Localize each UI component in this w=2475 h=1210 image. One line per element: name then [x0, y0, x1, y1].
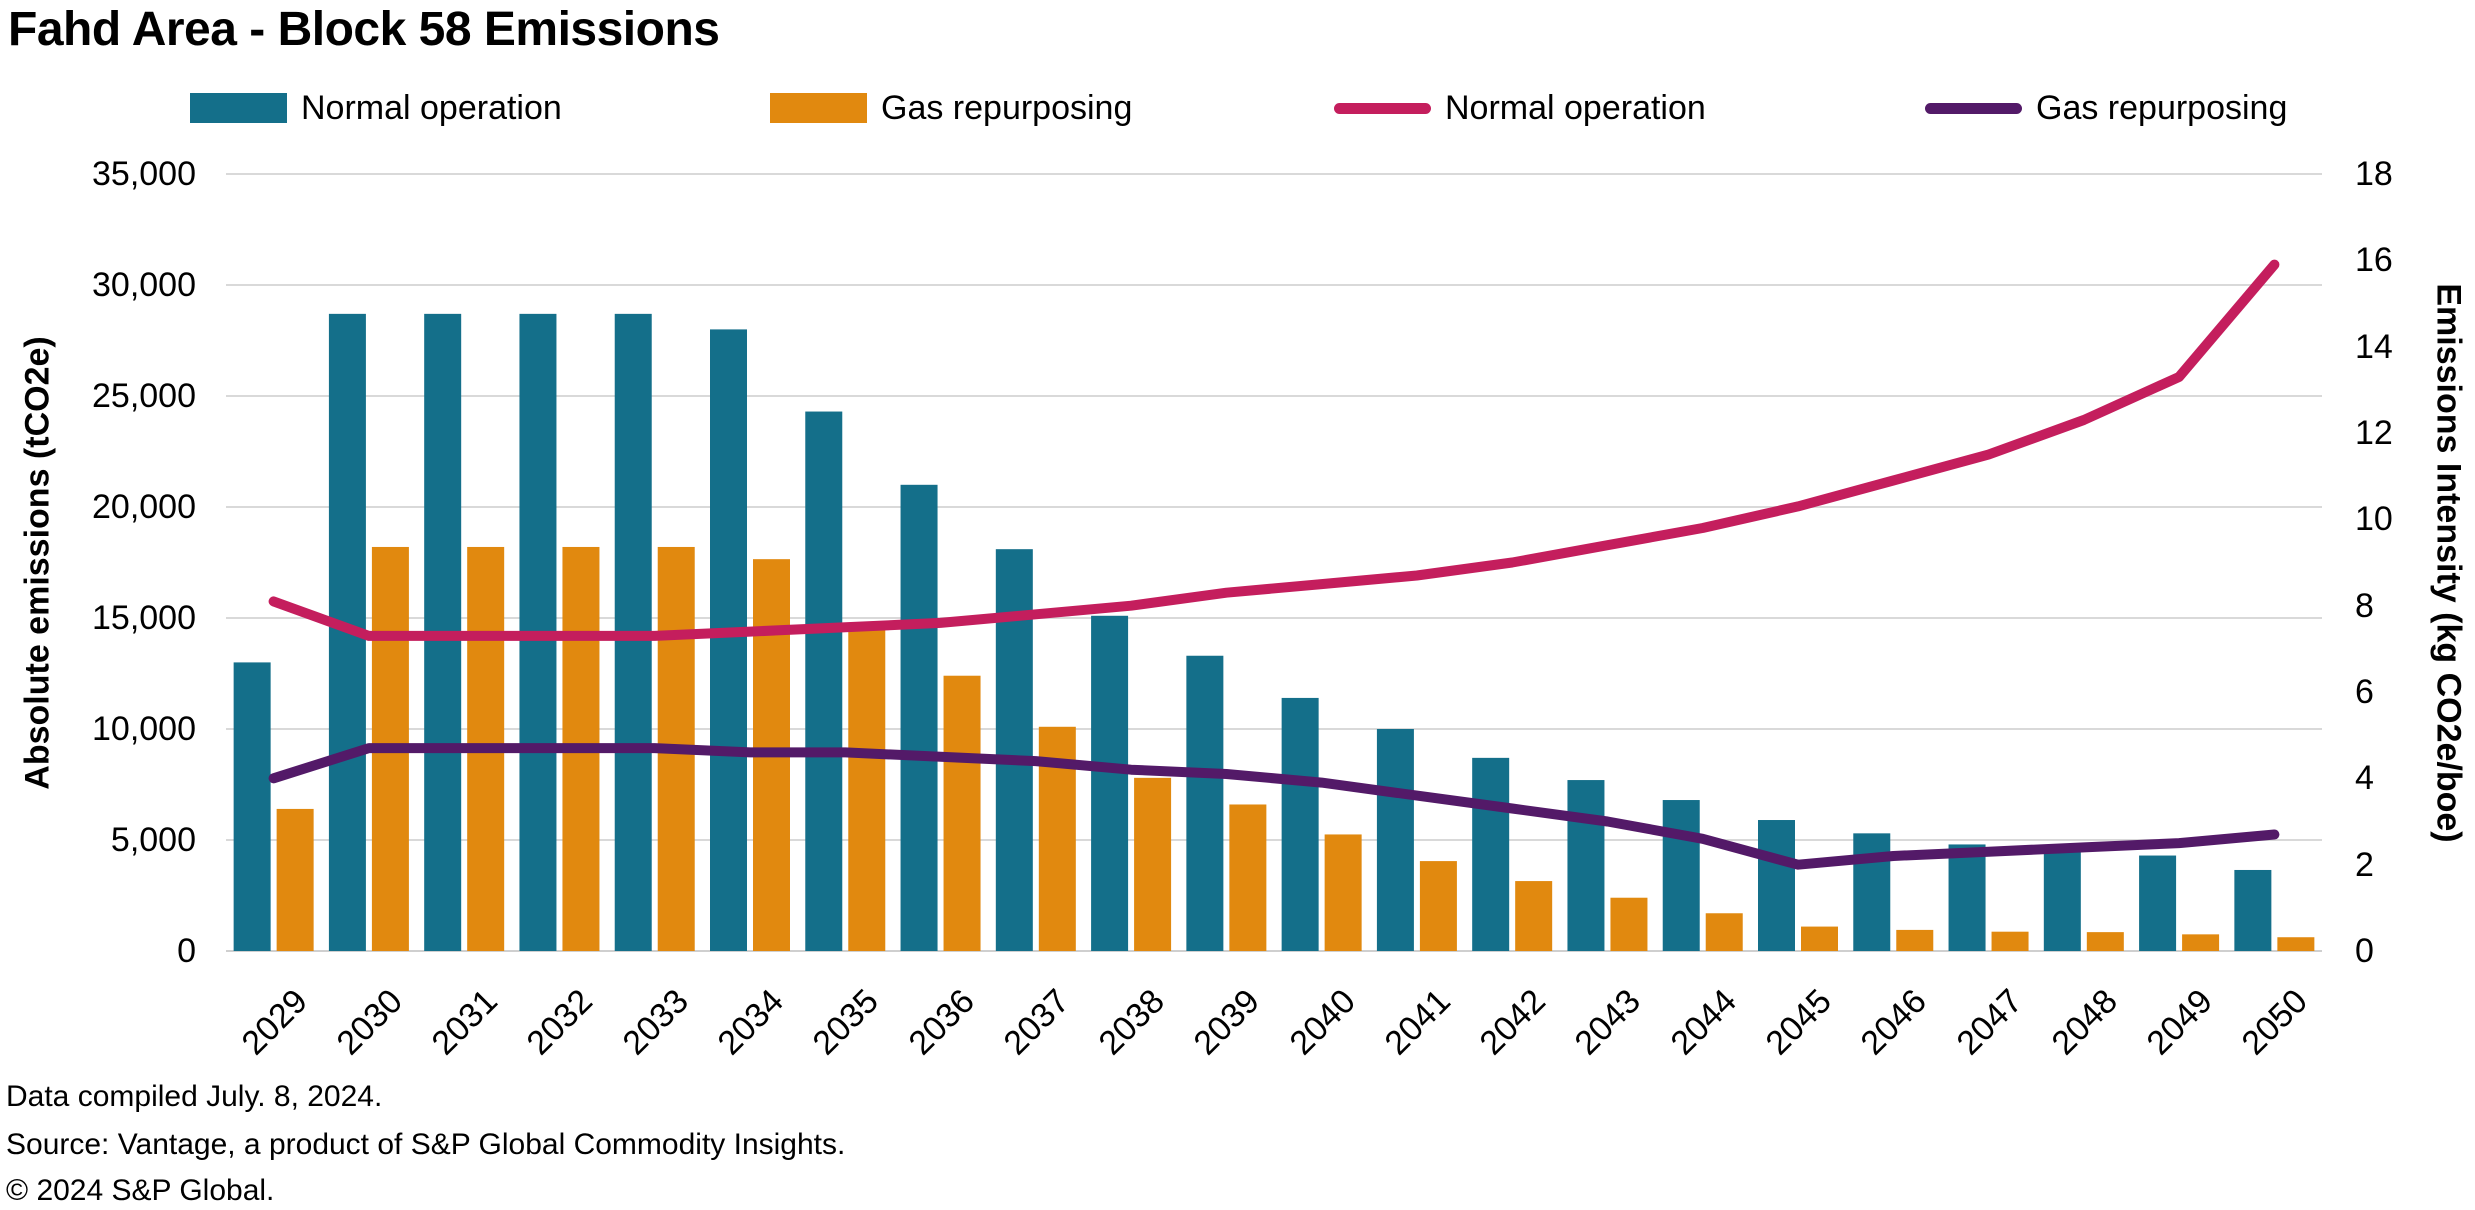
bar-gas-repurposing-2043	[1610, 897, 1648, 951]
legend-swatch-bar-gas-repurposing	[770, 93, 867, 123]
left-axis-tick-0: 0	[177, 932, 196, 970]
bar-gas-repurposing-2038	[1134, 777, 1172, 951]
legend-label: Normal operation	[301, 88, 562, 127]
bar-gas-repurposing-2042	[1515, 881, 1553, 951]
left-axis-tick-30000: 30,000	[92, 266, 196, 304]
bar-normal-operation-2046	[1853, 833, 1891, 951]
left-axis-tick-25000: 25,000	[92, 377, 196, 415]
legend-label: Normal operation	[1445, 88, 1706, 127]
bar-normal-operation-2049	[2139, 855, 2177, 951]
bar-normal-operation-2045	[1758, 820, 1795, 951]
right-axis-tick-18: 18	[2355, 155, 2393, 193]
legend-label: Gas repurposing	[881, 88, 1133, 127]
bar-normal-operation-2041	[1376, 729, 1414, 951]
line-normal-operation-intensity	[268, 259, 2280, 641]
footer-source: Source: Vantage, a product of S&P Global…	[6, 1128, 846, 1161]
bar-normal-operation-2036	[900, 484, 938, 951]
bar-gas-repurposing-2036	[943, 675, 981, 951]
bar-normal-operation-2035	[805, 411, 843, 951]
legend-item-bars-normal-operation: Normal operation	[190, 88, 562, 128]
legend-label: Gas repurposing	[2036, 88, 2288, 127]
right-axis-tick-10: 10	[2355, 500, 2393, 539]
bar-gas-repurposing-2046	[1896, 929, 1934, 951]
bar-gas-repurposing-2045	[1801, 926, 1838, 951]
chart-title: Fahd Area - Block 58 Emissions	[8, 3, 720, 56]
bar-normal-operation-2040	[1281, 697, 1319, 951]
bar-gas-repurposing-2035	[848, 624, 886, 951]
left-axis-tick-35000: 35,000	[92, 155, 196, 193]
right-axis-tick-6: 6	[2355, 673, 2374, 711]
bar-gas-repurposing-2048	[2086, 932, 2124, 951]
bar-normal-operation-2050	[2234, 869, 2272, 951]
bar-normal-operation-2039	[1186, 655, 1224, 951]
legend-item-bars-gas-repurposing: Gas repurposing	[770, 88, 1132, 128]
legend-item-line-normal-operation: Normal operation	[1334, 88, 1706, 128]
legend-swatch-line-normal-operation	[1334, 102, 1431, 114]
bar-normal-operation-2047	[1948, 844, 1986, 951]
bar-gas-repurposing-2029	[276, 808, 314, 951]
right-axis-tick-14: 14	[2355, 327, 2393, 366]
bar-normal-operation-2044	[1662, 800, 1700, 951]
right-axis-tick-16: 16	[2355, 241, 2393, 280]
right-axis-tick-0: 0	[2355, 932, 2374, 970]
plot-area	[226, 173, 2322, 952]
right-axis-tick-12: 12	[2355, 414, 2393, 452]
bar-gas-repurposing-2047	[1991, 931, 2029, 951]
bar-gas-repurposing-2044	[1705, 913, 1743, 951]
left-axis-tick-20000: 20,000	[92, 488, 196, 526]
bar-normal-operation-2029	[233, 662, 271, 951]
line-gas-repurposing-intensity	[268, 743, 2280, 870]
legend-swatch-line-gas-repurposing	[1925, 102, 2022, 114]
bar-normal-operation-2043	[1567, 780, 1605, 951]
bar-gas-repurposing-2049	[2182, 934, 2220, 951]
bar-normal-operation-2034	[710, 329, 747, 951]
bar-normal-operation-2048	[2043, 846, 2081, 951]
bar-gas-repurposing-2041	[1419, 861, 1457, 951]
right-axis-tick-2: 2	[2355, 845, 2374, 884]
bar-gas-repurposing-2039	[1229, 804, 1267, 951]
right-axis-tick-4: 4	[2355, 759, 2374, 798]
footer-copyright: © 2024 S&P Global.	[6, 1174, 275, 1207]
bar-gas-repurposing-2050	[2277, 937, 2315, 951]
left-axis-tick-5000: 5,000	[110, 821, 196, 859]
left-axis-tick-10000: 10,000	[92, 710, 196, 748]
bar-normal-operation-2038	[1091, 615, 1129, 951]
footer-compiled-date: Data compiled July. 8, 2024.	[6, 1080, 383, 1113]
bar-gas-repurposing-2040	[1324, 834, 1362, 951]
legend-swatch-bar-normal-operation	[190, 93, 287, 123]
left-axis-tick-15000: 15,000	[92, 599, 196, 637]
right-axis-tick-8: 8	[2355, 586, 2374, 625]
legend-item-line-gas-repurposing: Gas repurposing	[1925, 88, 2287, 128]
bar-normal-operation-2042	[1472, 757, 1510, 951]
bar-normal-operation-2037	[995, 549, 1033, 951]
